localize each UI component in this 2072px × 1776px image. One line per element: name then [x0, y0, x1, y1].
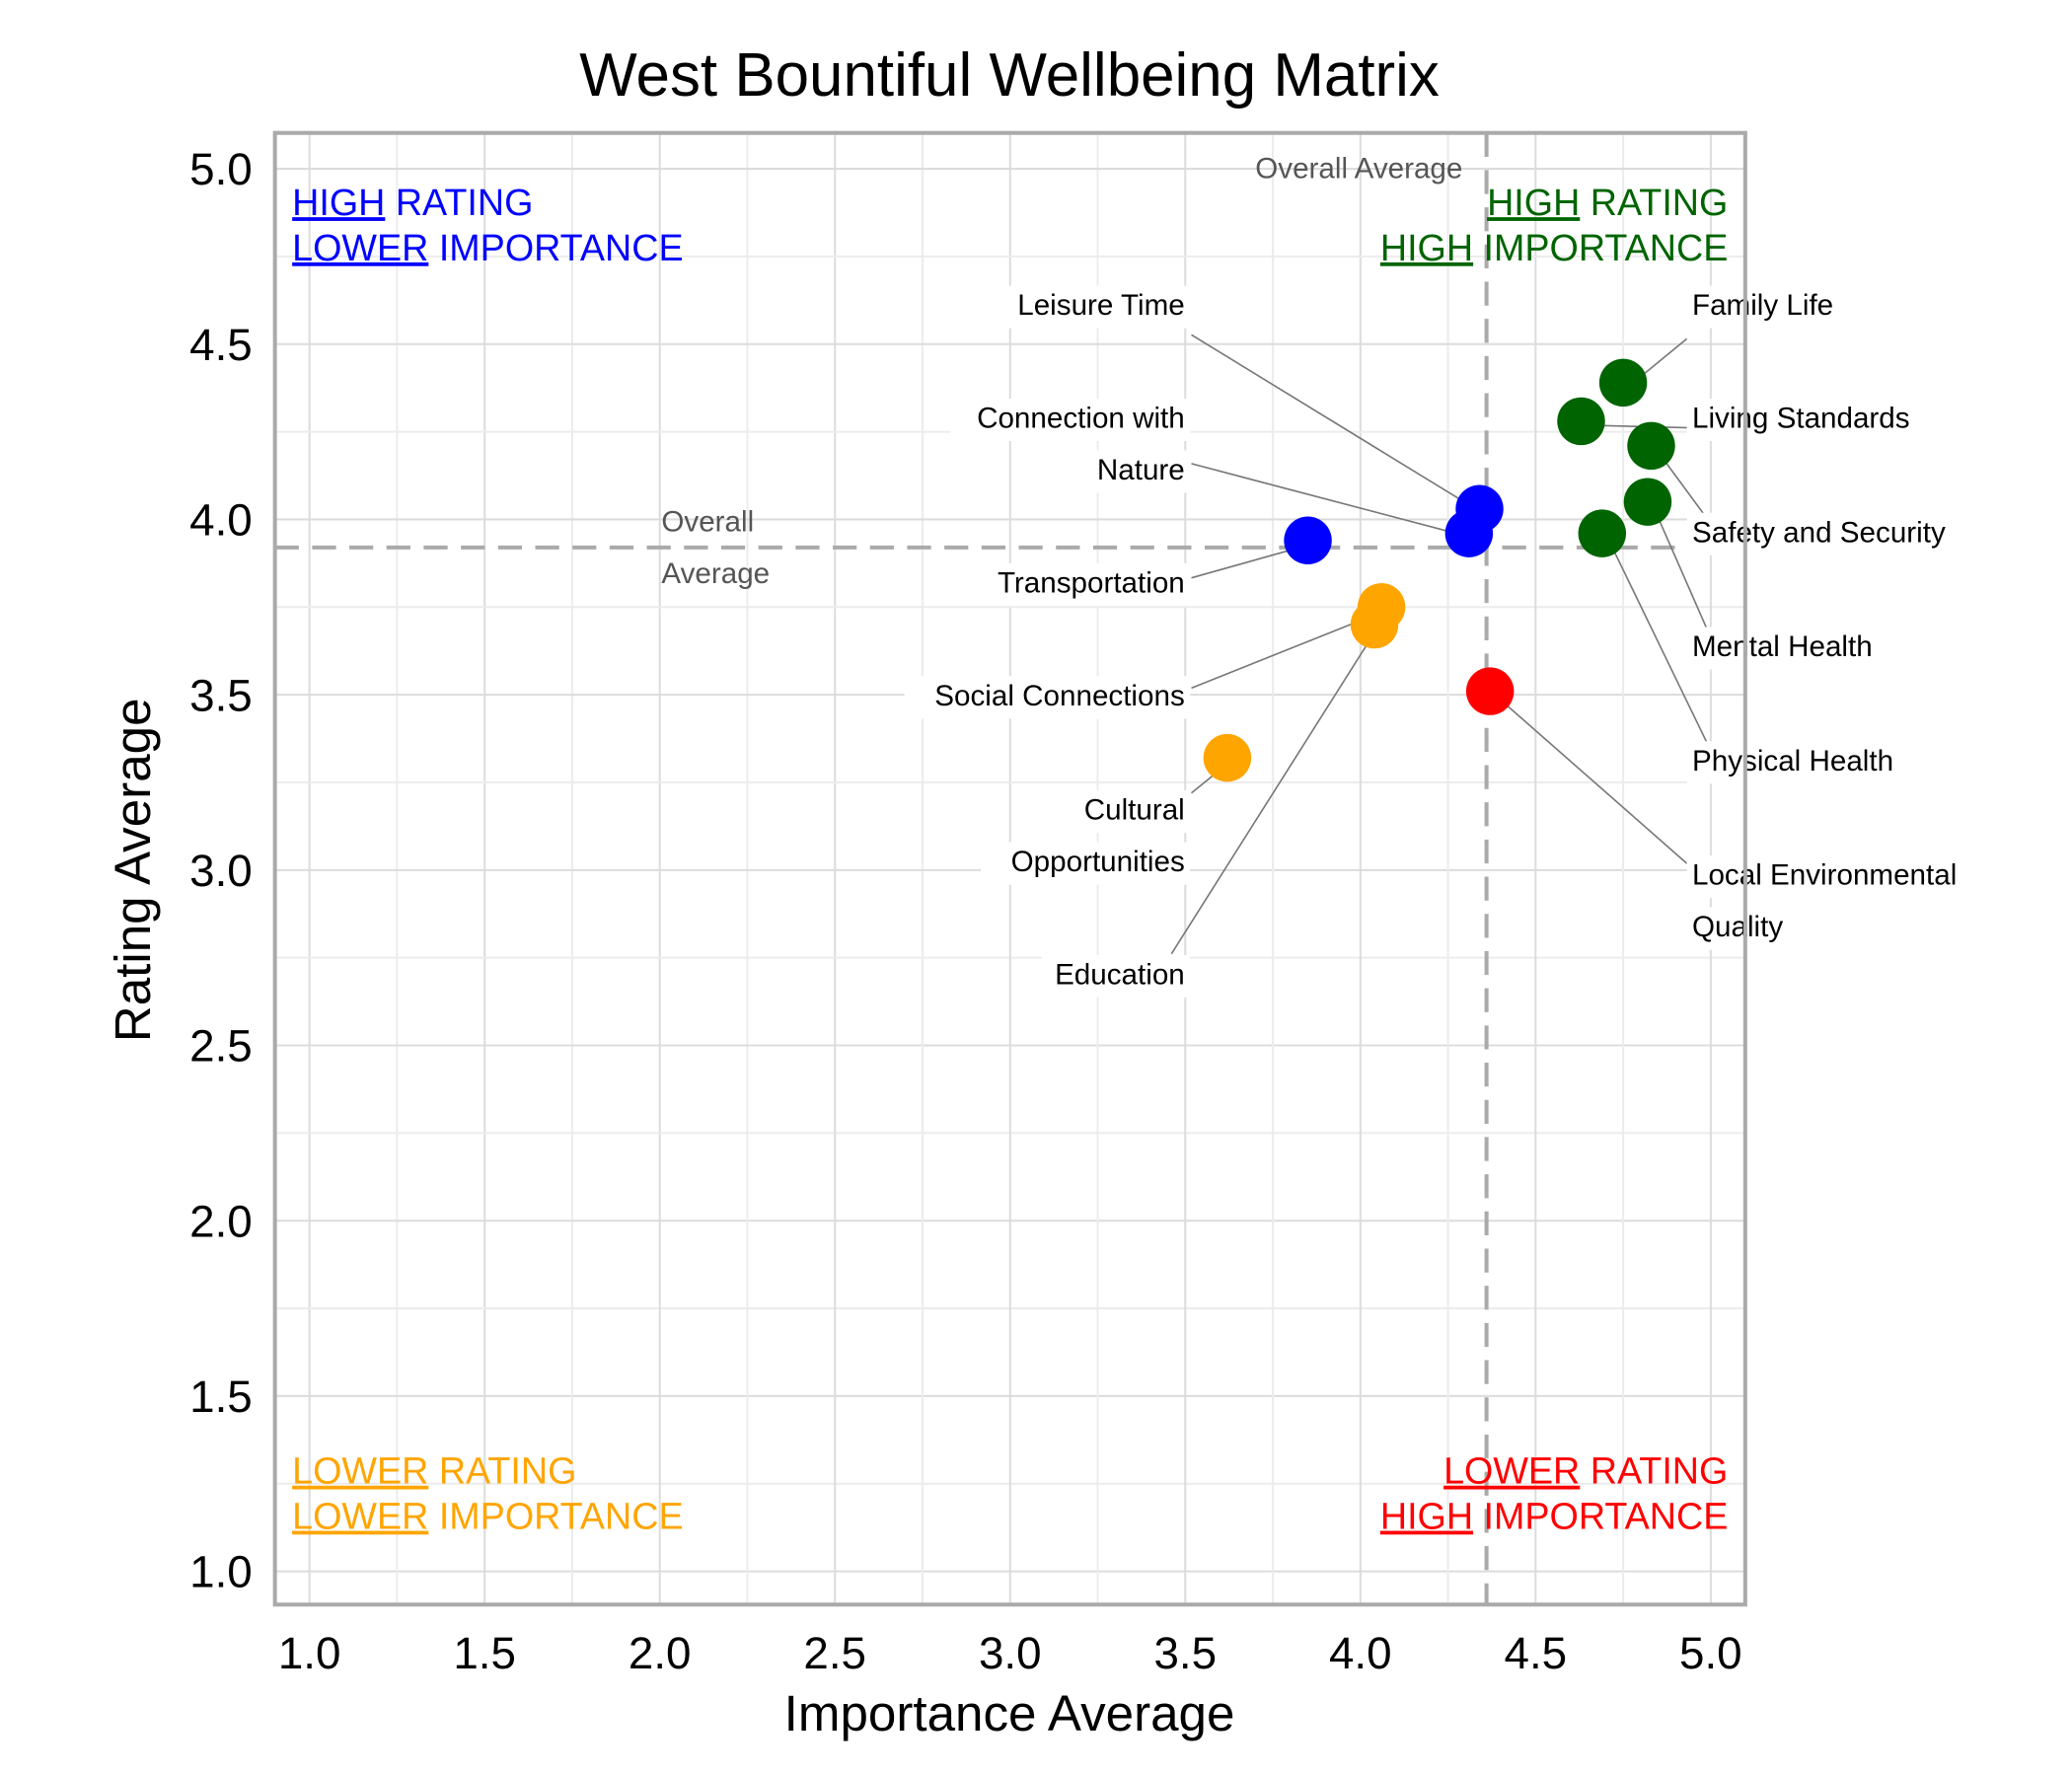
x-tick-label: 2.0: [629, 1628, 692, 1678]
data-point: [1465, 667, 1515, 715]
point-label: Cultural: [1084, 794, 1185, 827]
data-point: [1284, 516, 1332, 564]
label-background: [1042, 954, 1191, 999]
overall-average-y-label: Average: [661, 557, 770, 590]
point-label: Connection with: [977, 403, 1185, 435]
quadrant-label-low_low: LOWER IMPORTANCE: [292, 1496, 683, 1537]
point-label: Quality: [1692, 911, 1783, 943]
point-label: Transportation: [998, 566, 1185, 599]
point-label: Physical Health: [1692, 745, 1893, 777]
label-background: [950, 398, 1191, 442]
data-point: [1350, 600, 1399, 649]
quadrant-label-high_high: HIGH RATING: [1487, 182, 1728, 223]
point-label: Local Environmental: [1692, 859, 1957, 892]
label-background: [981, 842, 1191, 885]
leader-line: [1606, 537, 1712, 752]
y-tick-label: 3.0: [189, 846, 253, 896]
plot-border: [272, 130, 1747, 1607]
label-background: [996, 285, 1191, 329]
point-label: Family Life: [1692, 289, 1833, 322]
data-point: [1203, 733, 1252, 782]
label-background: [1087, 450, 1191, 493]
label-background: [904, 676, 1191, 719]
axis-ticks: 1.0 1.5 2.0 2.5 3.0 3.5 4.0 4.5 5.0 1.0 1.5 2.0 2.5 3…: [189, 144, 1741, 1678]
overall-average-x-label: Overall Average: [1255, 152, 1462, 185]
point-label: Safety and Security: [1692, 516, 1946, 549]
label-background: [965, 562, 1191, 606]
x-axis-label: Importance Average: [784, 1685, 1235, 1741]
x-tick-label: 3.5: [1153, 1628, 1217, 1678]
y-tick-label: 4.0: [189, 495, 253, 546]
point-label: Nature: [1097, 454, 1185, 486]
x-tick-label: 1.0: [278, 1628, 341, 1678]
overall-average-lines: Overall Average Overall Average: [274, 132, 1745, 1605]
data-point: [1557, 397, 1605, 446]
point-label: Social Connections: [934, 680, 1184, 712]
x-tick-label: 2.5: [803, 1628, 866, 1678]
quadrant-label-high_low: HIGH RATING: [292, 182, 533, 223]
data-points: [1203, 358, 1675, 782]
y-tick-label: 4.5: [189, 320, 253, 370]
label-background: [1686, 627, 1896, 670]
x-tick-label: 4.0: [1329, 1628, 1392, 1678]
y-tick-label: 2.5: [189, 1021, 253, 1072]
x-tick-label: 5.0: [1679, 1628, 1742, 1678]
quadrant-label-high_low: LOWER IMPORTANCE: [292, 227, 683, 268]
point-label: Mental Health: [1692, 630, 1873, 663]
label-background: [1686, 512, 1988, 555]
label-leader-lines: [1170, 333, 1712, 955]
leader-line: [1191, 463, 1472, 539]
quadrant-label-high_high: HIGH IMPORTANCE: [1380, 227, 1728, 268]
data-point: [1444, 509, 1494, 557]
label-background: [1057, 790, 1191, 834]
point-label: Education: [1055, 959, 1185, 992]
x-tick-label: 3.0: [979, 1628, 1042, 1678]
label-background: [1686, 741, 1927, 784]
leader-line: [1652, 505, 1712, 638]
quadrant-label-low_high: HIGH IMPORTANCE: [1380, 1496, 1728, 1537]
label-background: [1686, 398, 1943, 442]
point-label: Leisure Time: [1017, 289, 1185, 322]
point-labels: Family Life Living Standards Safety and Se…: [904, 285, 1988, 999]
overall-average-y-label: Overall: [661, 506, 754, 539]
leader-line: [1170, 628, 1378, 955]
x-tick-label: 4.5: [1505, 1628, 1568, 1678]
y-tick-label: 2.0: [189, 1196, 253, 1246]
data-point: [1578, 509, 1627, 557]
data-point: [1623, 478, 1672, 526]
label-background: [1686, 855, 1988, 899]
chart-title: West Bountiful Wellbeing Matrix: [579, 41, 1440, 110]
quadrant-label-low_high: LOWER RATING: [1443, 1450, 1728, 1492]
data-point: [1627, 421, 1675, 471]
y-tick-label: 1.5: [189, 1371, 253, 1422]
y-tick-label: 5.0: [189, 144, 253, 194]
label-background: [1686, 285, 1866, 329]
x-tick-label: 1.5: [453, 1628, 516, 1678]
quadrant-label-low_low: LOWER RATING: [292, 1450, 576, 1492]
leader-line: [1191, 333, 1483, 514]
point-label: Opportunities: [1011, 846, 1185, 878]
point-label: Living Standards: [1692, 403, 1910, 435]
leader-line: [1495, 695, 1688, 864]
y-axis-label: Rating Average: [105, 698, 161, 1042]
data-point: [1598, 358, 1648, 407]
y-tick-label: 1.0: [189, 1547, 253, 1597]
y-tick-label: 3.5: [189, 670, 253, 720]
